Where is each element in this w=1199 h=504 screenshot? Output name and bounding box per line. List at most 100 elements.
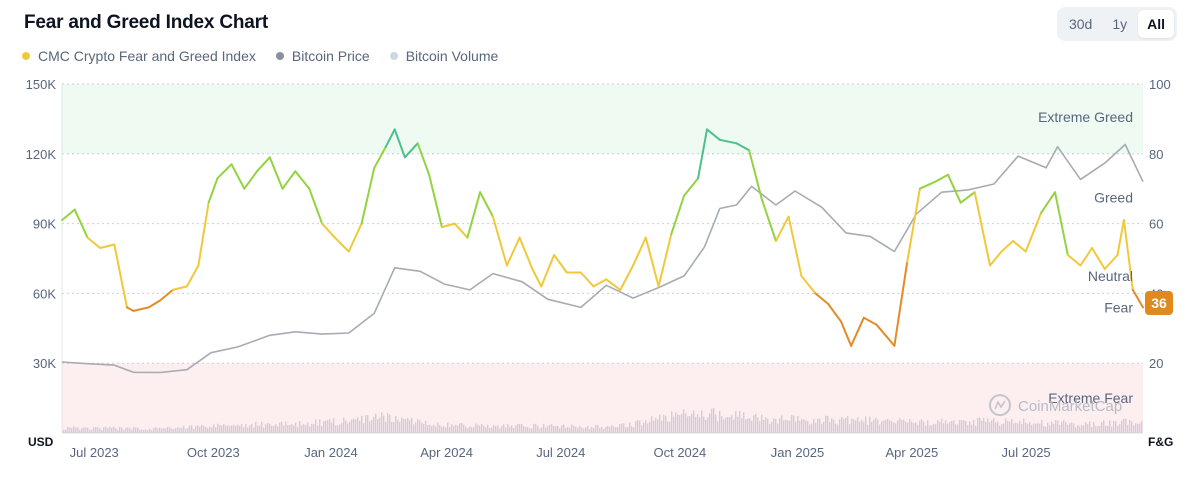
volume-bar xyxy=(121,427,123,433)
volume-bar xyxy=(1019,420,1021,433)
volume-bar xyxy=(921,419,923,433)
volume-bar xyxy=(991,420,993,433)
volume-bar xyxy=(465,426,467,433)
volume-bar xyxy=(1119,423,1121,433)
volume-bar xyxy=(525,427,527,433)
volume-bar xyxy=(201,424,203,433)
volume-bar xyxy=(89,429,91,433)
volume-bar xyxy=(401,417,403,433)
volume-bar xyxy=(361,415,363,433)
legend-item-bitcoin-price[interactable]: Bitcoin Price xyxy=(275,48,370,64)
volume-bar xyxy=(1047,422,1049,433)
volume-bar xyxy=(771,421,773,433)
volume-bar xyxy=(605,426,607,433)
volume-bar xyxy=(801,419,803,433)
zone-label-extreme-fear: Extreme Fear xyxy=(1048,390,1133,406)
current-value-badge xyxy=(1145,291,1173,315)
volume-bar xyxy=(549,425,551,433)
fear-greed-segment xyxy=(989,250,1003,267)
volume-bar xyxy=(491,427,493,433)
volume-bar xyxy=(731,415,733,433)
volume-bar xyxy=(501,426,503,433)
volume-bar xyxy=(107,428,109,433)
volume-bar xyxy=(603,428,605,433)
volume-bar xyxy=(131,429,133,433)
volume-bar xyxy=(739,410,741,433)
fear-greed-segment xyxy=(393,128,406,159)
volume-bar xyxy=(377,419,379,433)
volume-bar xyxy=(773,418,775,433)
volume-bar xyxy=(907,422,909,433)
volume-bar xyxy=(983,417,985,433)
volume-bar xyxy=(631,426,633,433)
volume-bar xyxy=(745,419,747,433)
volume-bar xyxy=(155,427,157,433)
x-axis-tick-label: Oct 2024 xyxy=(653,445,706,460)
volume-bar xyxy=(523,426,525,433)
volume-bar xyxy=(323,421,325,433)
volume-bar xyxy=(809,424,811,433)
fear-greed-segment xyxy=(800,274,817,295)
volume-bar xyxy=(967,425,969,433)
fear-greed-segment xyxy=(531,268,543,288)
fear-greed-segment xyxy=(440,222,456,229)
volume-bar xyxy=(167,427,169,433)
fear-greed-segment xyxy=(491,215,508,267)
volume-bar xyxy=(663,414,665,433)
volume-bar xyxy=(277,426,279,433)
volume-bar xyxy=(667,421,669,433)
volume-bar xyxy=(269,423,271,433)
volume-bar xyxy=(769,424,771,433)
volume-bar xyxy=(449,427,451,433)
y-axis-tick-label: 150K xyxy=(26,77,57,92)
volume-bar xyxy=(1133,425,1135,433)
volume-bar xyxy=(267,422,269,433)
volume-bar xyxy=(1103,420,1105,433)
fear-greed-segment xyxy=(1091,247,1106,270)
volume-bar xyxy=(727,417,729,433)
volume-bar xyxy=(337,425,339,433)
volume-bar xyxy=(875,417,877,433)
volume-bar xyxy=(1039,423,1041,433)
fear-greed-segment xyxy=(308,187,324,225)
volume-bar xyxy=(435,426,437,433)
range-30d-button[interactable]: 30d xyxy=(1060,10,1101,38)
volume-bar xyxy=(341,422,343,433)
volume-bar xyxy=(259,425,261,433)
zone-label-greed: Greed xyxy=(1094,189,1133,205)
legend-item-bitcoin-volume[interactable]: Bitcoin Volume xyxy=(389,48,498,64)
volume-bar xyxy=(451,424,453,433)
volume-bars xyxy=(63,408,1143,433)
volume-bar xyxy=(979,417,981,433)
volume-bar xyxy=(1001,423,1003,433)
volume-bar xyxy=(325,420,327,433)
volume-bar xyxy=(429,424,431,433)
zone-band-extreme-greed xyxy=(62,84,1143,154)
volume-bar xyxy=(637,419,639,433)
legend-item-fear-greed[interactable]: CMC Crypto Fear and Greed Index xyxy=(22,48,256,64)
volume-bar xyxy=(85,427,87,433)
volume-bar xyxy=(413,424,415,433)
volume-bar xyxy=(239,425,241,433)
fear-greed-segment xyxy=(453,222,469,239)
volume-bar xyxy=(659,414,661,433)
volume-bar xyxy=(1029,422,1031,433)
volume-bar xyxy=(715,414,717,433)
range-all-button[interactable]: All xyxy=(1138,10,1174,38)
volume-bar xyxy=(79,429,81,433)
volume-bar xyxy=(475,423,477,433)
volume-bar xyxy=(291,424,293,433)
volume-bar xyxy=(535,423,537,433)
volume-bar xyxy=(335,425,337,433)
volume-bar xyxy=(509,426,511,433)
volume-bar xyxy=(835,423,837,433)
volume-bar xyxy=(997,421,999,433)
volume-bar xyxy=(365,415,367,433)
volume-bar xyxy=(551,423,553,433)
volume-bar xyxy=(1045,426,1047,433)
volume-bar xyxy=(1055,420,1057,433)
range-1y-button[interactable]: 1y xyxy=(1103,10,1136,38)
volume-bar xyxy=(241,423,243,433)
volume-bar xyxy=(195,426,197,433)
